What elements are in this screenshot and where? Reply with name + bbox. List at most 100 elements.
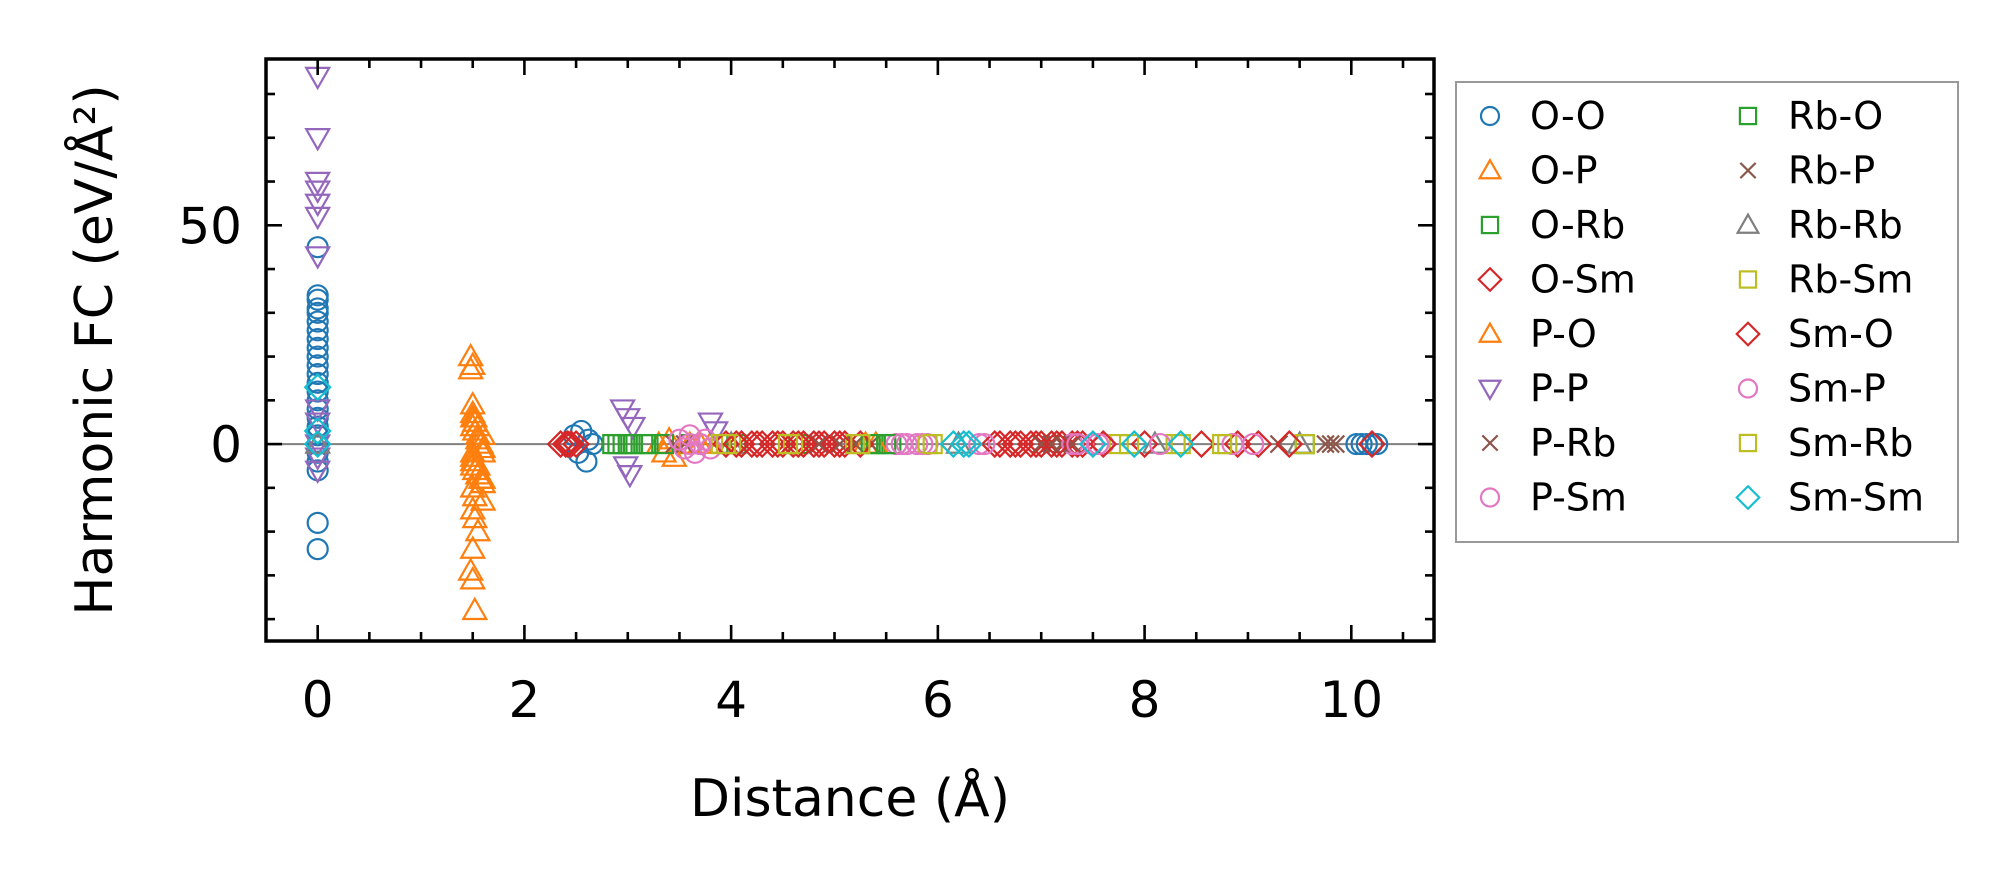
data-point bbox=[850, 433, 871, 455]
data-point bbox=[306, 327, 329, 351]
legend-label: Sm-Sm bbox=[1788, 476, 1924, 520]
data-point bbox=[1321, 434, 1340, 454]
data-point bbox=[306, 380, 329, 403]
data-point bbox=[304, 460, 332, 485]
data-point bbox=[306, 511, 329, 534]
data-point bbox=[306, 371, 329, 394]
data-point bbox=[1118, 433, 1140, 455]
series-rb-o bbox=[607, 433, 897, 455]
data-point bbox=[469, 465, 497, 489]
data-point bbox=[304, 193, 332, 218]
data-point bbox=[306, 310, 329, 333]
legend-item: Sm-P bbox=[1737, 367, 1886, 411]
legend-marker bbox=[1738, 270, 1758, 289]
legend-label: P-Rb bbox=[1530, 421, 1616, 465]
legend-label: O-Sm bbox=[1530, 258, 1636, 302]
legend: O-O O-P O-Rb O-Sm P-O P-P P-Rb P-Sm Rb-O Rb-P Rb-R… bbox=[1455, 81, 1959, 543]
data-point bbox=[763, 430, 792, 459]
legend-marker bbox=[1477, 321, 1503, 343]
data-point bbox=[1326, 434, 1346, 454]
legend-item: O-O bbox=[1479, 94, 1606, 138]
data-point bbox=[1092, 432, 1115, 456]
data-point bbox=[304, 447, 332, 471]
y-tick-labels: 0 50 bbox=[178, 197, 242, 474]
data-point bbox=[1166, 430, 1195, 459]
legend-label: O-P bbox=[1530, 149, 1598, 193]
data-point bbox=[607, 433, 628, 455]
legend-label: Sm-Rb bbox=[1788, 421, 1913, 465]
legend-marker bbox=[1477, 266, 1503, 293]
data-point bbox=[784, 430, 813, 459]
data-point bbox=[619, 416, 647, 441]
x-tick-label: 4 bbox=[715, 671, 747, 729]
data-point bbox=[1081, 432, 1105, 456]
data-point bbox=[306, 362, 329, 386]
data-point bbox=[1068, 430, 1097, 459]
data-point bbox=[304, 206, 332, 231]
data-point bbox=[1212, 433, 1233, 455]
x-tick-label: 8 bbox=[1129, 671, 1161, 729]
data-point bbox=[457, 557, 485, 581]
data-point bbox=[459, 351, 487, 376]
legend-item: Rb-O bbox=[1738, 94, 1883, 138]
legend-item: Sm-Rb bbox=[1738, 421, 1913, 465]
x-tick-label: 2 bbox=[509, 671, 541, 729]
data-point bbox=[469, 434, 497, 459]
legend-item: Rb-Rb bbox=[1735, 203, 1903, 247]
data-point bbox=[306, 288, 329, 311]
data-point bbox=[1042, 434, 1061, 454]
x-tick-label: 6 bbox=[922, 671, 954, 729]
data-point bbox=[660, 443, 688, 467]
data-point bbox=[457, 342, 485, 367]
legend-label: Sm-P bbox=[1788, 367, 1886, 411]
data-point bbox=[906, 432, 929, 456]
data-point bbox=[1242, 432, 1265, 456]
series-p-o bbox=[459, 351, 890, 489]
data-point bbox=[1001, 430, 1030, 459]
data-point bbox=[461, 596, 489, 621]
data-point bbox=[911, 432, 934, 456]
legend-marker bbox=[1738, 433, 1758, 453]
data-point bbox=[1108, 433, 1129, 455]
data-point bbox=[633, 433, 654, 455]
legend-marker bbox=[1735, 321, 1761, 347]
data-point bbox=[303, 430, 332, 459]
data-point bbox=[306, 319, 329, 342]
data-point bbox=[715, 433, 737, 455]
legend-frame bbox=[1455, 81, 1959, 543]
data-point bbox=[673, 437, 696, 460]
data-point bbox=[1120, 430, 1149, 459]
legend-item: O-Sm bbox=[1477, 258, 1636, 302]
x-tick-label: 10 bbox=[1319, 671, 1383, 729]
data-point bbox=[1350, 432, 1373, 456]
data-point bbox=[968, 432, 991, 456]
data-point bbox=[562, 430, 591, 459]
x-tick-labels: 0 2 4 6 8 10 bbox=[302, 671, 1383, 729]
legend-item: Rb-P bbox=[1739, 149, 1875, 193]
legend-item: Rb-Sm bbox=[1738, 258, 1913, 302]
data-point bbox=[616, 464, 644, 489]
legend-item: P-Sm bbox=[1479, 476, 1627, 520]
data-point bbox=[689, 432, 712, 456]
legend-item: O-Rb bbox=[1480, 203, 1625, 247]
data-point bbox=[777, 433, 799, 455]
data-point bbox=[617, 433, 638, 455]
data-point bbox=[1275, 430, 1304, 459]
data-point bbox=[804, 430, 834, 459]
data-point bbox=[876, 433, 897, 455]
data-point bbox=[980, 430, 1009, 459]
data-point bbox=[973, 432, 996, 456]
series-sm-p bbox=[678, 432, 1265, 456]
series-p-p bbox=[304, 66, 730, 489]
data-point bbox=[1294, 433, 1315, 455]
data-point bbox=[304, 430, 332, 454]
data-point bbox=[1086, 432, 1110, 456]
data-point bbox=[306, 336, 329, 359]
legend-marker bbox=[1735, 212, 1761, 234]
data-point bbox=[949, 430, 978, 459]
legend-item: O-P bbox=[1477, 149, 1598, 193]
data-point bbox=[1021, 430, 1051, 459]
y-tick-label: 50 bbox=[178, 197, 242, 255]
legend-marker bbox=[1477, 379, 1503, 402]
